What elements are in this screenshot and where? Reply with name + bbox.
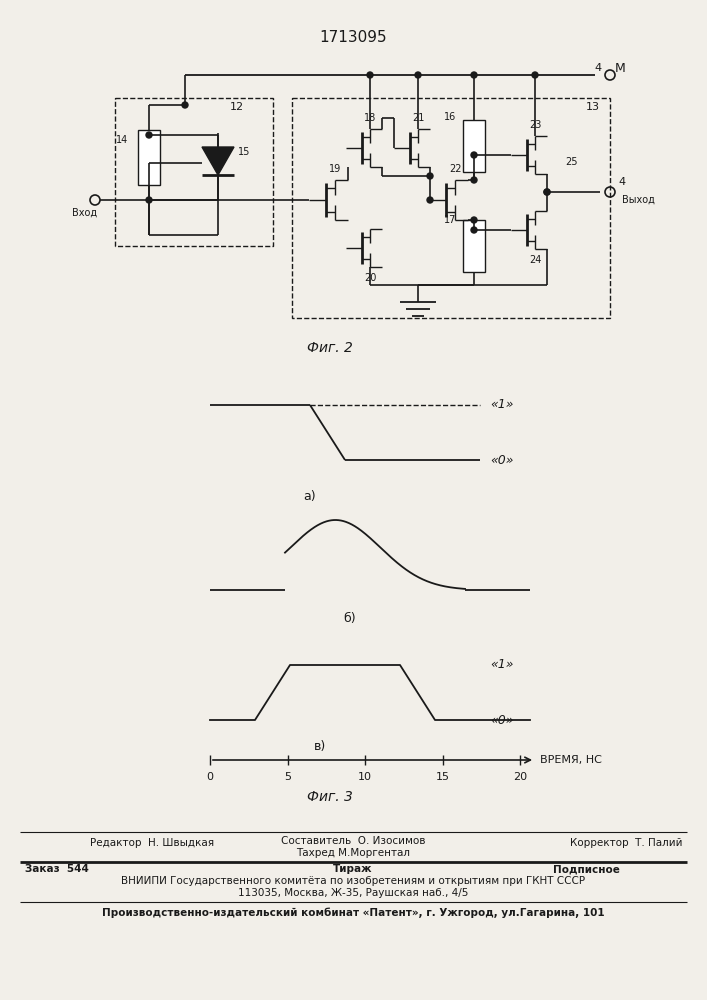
Circle shape xyxy=(427,197,433,203)
Circle shape xyxy=(471,152,477,158)
Text: Вход: Вход xyxy=(72,208,98,218)
Bar xyxy=(292,98,610,318)
Text: Тираж: Тираж xyxy=(333,864,373,874)
Text: «1»: «1» xyxy=(490,658,513,672)
Text: М: М xyxy=(614,62,626,75)
Text: ВРЕМЯ, НС: ВРЕМЯ, НС xyxy=(540,755,602,765)
Circle shape xyxy=(471,72,477,78)
Text: Фиг. 3: Фиг. 3 xyxy=(307,790,353,804)
Circle shape xyxy=(471,177,477,183)
Text: 1713095: 1713095 xyxy=(319,30,387,45)
Polygon shape xyxy=(202,147,234,175)
Text: в): в) xyxy=(314,740,326,753)
Text: б): б) xyxy=(344,612,356,625)
Text: 18: 18 xyxy=(364,113,376,123)
Text: 15: 15 xyxy=(238,147,250,157)
Circle shape xyxy=(415,72,421,78)
Text: Выход: Выход xyxy=(622,195,655,205)
Circle shape xyxy=(532,72,538,78)
Text: 20: 20 xyxy=(364,273,376,283)
Circle shape xyxy=(471,217,477,223)
Circle shape xyxy=(427,173,433,179)
Text: 10: 10 xyxy=(358,772,372,782)
Text: а): а) xyxy=(304,490,316,503)
Text: ВНИИПИ Государственного комитёта по изобретениям и открытиям при ГКНТ СССР: ВНИИПИ Государственного комитёта по изоб… xyxy=(121,876,585,886)
Text: 12: 12 xyxy=(230,102,244,112)
Text: «1»: «1» xyxy=(490,398,513,412)
Text: 13: 13 xyxy=(586,102,600,112)
Text: 25: 25 xyxy=(565,157,578,167)
Bar xyxy=(115,98,273,246)
Bar xyxy=(138,130,160,185)
Text: 21: 21 xyxy=(411,113,424,123)
Text: Редактор  Н. Швыдкая: Редактор Н. Швыдкая xyxy=(90,838,214,848)
Text: 15: 15 xyxy=(436,772,450,782)
Text: Заказ  544: Заказ 544 xyxy=(25,864,89,874)
Text: 23: 23 xyxy=(529,120,541,130)
Circle shape xyxy=(182,102,188,108)
Bar xyxy=(463,220,485,272)
Text: Составитель  О. Изосимов: Составитель О. Изосимов xyxy=(281,836,425,846)
Circle shape xyxy=(471,227,477,233)
Text: 19: 19 xyxy=(329,164,341,174)
Circle shape xyxy=(544,189,550,195)
Circle shape xyxy=(544,189,550,195)
Text: 22: 22 xyxy=(449,164,461,174)
Text: «0»: «0» xyxy=(490,454,513,466)
Text: 20: 20 xyxy=(513,772,527,782)
Text: 4: 4 xyxy=(595,63,602,73)
Text: Производственно-издательский комбинат «Патент», г. Ужгород, ул.Гагарина, 101: Производственно-издательский комбинат «П… xyxy=(102,908,604,918)
Text: 17: 17 xyxy=(443,215,456,225)
Text: 14: 14 xyxy=(116,135,128,145)
Text: 16: 16 xyxy=(444,112,456,122)
Text: 5: 5 xyxy=(284,772,291,782)
Text: 113035, Москва, Ж-35, Раушская наб., 4/5: 113035, Москва, Ж-35, Раушская наб., 4/5 xyxy=(238,888,468,898)
Text: 4: 4 xyxy=(618,177,625,187)
Text: 24: 24 xyxy=(529,255,541,265)
Text: 0: 0 xyxy=(206,772,214,782)
Text: «0»: «0» xyxy=(490,714,513,726)
Text: Тахред М.Моргентал: Тахред М.Моргентал xyxy=(296,848,410,858)
Circle shape xyxy=(146,197,152,203)
Bar xyxy=(463,120,485,172)
Circle shape xyxy=(146,132,152,138)
Circle shape xyxy=(367,72,373,78)
Text: Фиг. 2: Фиг. 2 xyxy=(307,341,353,355)
Text: Подписное: Подписное xyxy=(553,864,620,874)
Text: Корректор  Т. Палий: Корректор Т. Палий xyxy=(570,838,682,848)
